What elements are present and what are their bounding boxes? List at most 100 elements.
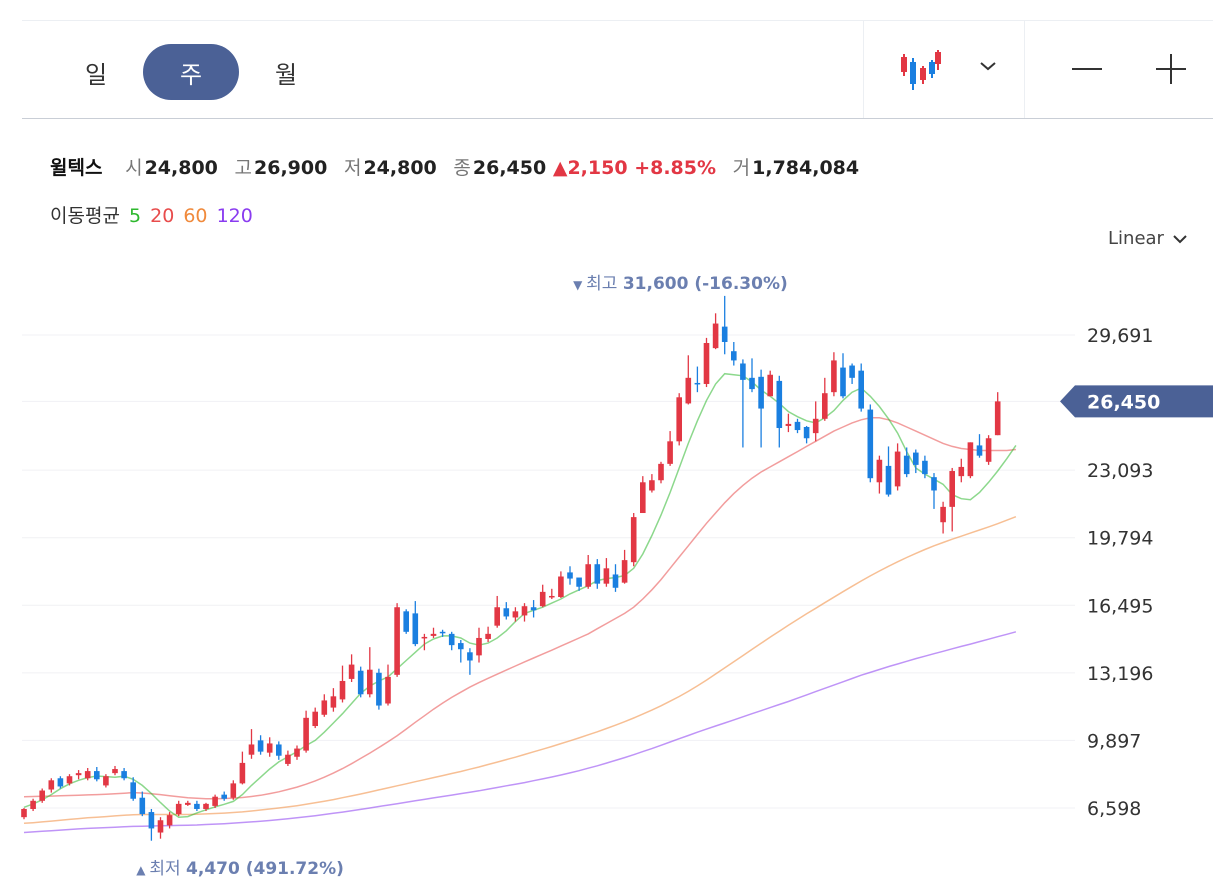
candle-body bbox=[439, 631, 446, 634]
plus-icon[interactable] bbox=[1154, 52, 1188, 86]
y-tick-label: 13,196 bbox=[1087, 663, 1153, 685]
candle-body bbox=[585, 564, 591, 587]
candle-body bbox=[276, 744, 282, 756]
candle-body bbox=[266, 743, 273, 753]
candle-body bbox=[576, 577, 582, 587]
candle-body bbox=[403, 611, 409, 632]
change-value: 2,150 bbox=[567, 157, 628, 179]
candle-body bbox=[248, 744, 255, 755]
candle-body bbox=[312, 711, 318, 727]
toolbar-divider bbox=[1024, 21, 1025, 118]
candlestick-icon[interactable] bbox=[896, 48, 942, 94]
candle-body bbox=[858, 370, 864, 409]
candle-body bbox=[448, 633, 455, 646]
candle-body bbox=[194, 803, 200, 809]
candle-body bbox=[348, 664, 355, 679]
candle-body bbox=[694, 382, 701, 385]
high-value: 26,900 bbox=[254, 157, 328, 179]
candle-body bbox=[503, 608, 510, 617]
y-tick-label: 6,598 bbox=[1087, 798, 1141, 820]
candle-body bbox=[621, 560, 628, 583]
ma120-line bbox=[23, 631, 1017, 834]
candle-body bbox=[658, 463, 664, 481]
candle-body bbox=[157, 820, 164, 833]
candle-body bbox=[94, 771, 100, 780]
last-price-tag bbox=[1060, 385, 1213, 418]
ma-60[interactable]: 60 bbox=[183, 205, 208, 227]
low-value: 24,800 bbox=[363, 157, 437, 179]
candle-body bbox=[558, 576, 564, 597]
ma-20[interactable]: 20 bbox=[150, 205, 175, 227]
candle-body bbox=[749, 377, 755, 390]
candle-body bbox=[731, 351, 737, 361]
candle-body bbox=[21, 808, 27, 818]
candle-body bbox=[940, 506, 946, 523]
toolbar-divider bbox=[863, 21, 864, 118]
candle-body bbox=[812, 418, 819, 434]
y-tick-label: 29,691 bbox=[1087, 325, 1153, 347]
candle-body bbox=[894, 451, 901, 487]
candle-body bbox=[30, 800, 36, 809]
candle-body bbox=[103, 776, 109, 786]
candle-body bbox=[476, 637, 482, 656]
candle-body bbox=[685, 377, 692, 404]
candle-body bbox=[412, 613, 419, 645]
candle-body bbox=[958, 466, 965, 477]
candle-body bbox=[539, 591, 546, 607]
candle-body bbox=[521, 606, 528, 616]
ma-label: 이동평균 bbox=[50, 205, 120, 227]
candle-body bbox=[649, 480, 655, 491]
candle-body bbox=[485, 633, 491, 639]
chevron-down-icon[interactable] bbox=[976, 54, 1000, 78]
candle-body bbox=[931, 477, 937, 491]
minus-icon[interactable] bbox=[1070, 52, 1104, 86]
candle-body bbox=[913, 452, 919, 465]
candle-body bbox=[185, 802, 191, 805]
candle-body bbox=[221, 794, 227, 799]
candle-body bbox=[139, 797, 146, 815]
close-label: 종 bbox=[453, 157, 471, 179]
change-percent: +8.85% bbox=[634, 157, 717, 179]
high-label: 고 bbox=[234, 157, 252, 179]
candle-body bbox=[630, 517, 637, 563]
candle-body bbox=[903, 455, 910, 475]
candle-body bbox=[703, 343, 710, 384]
candle-body bbox=[458, 643, 464, 650]
moving-average-legend: 이동평균 5 20 60 120 bbox=[50, 201, 253, 228]
candle-body bbox=[84, 771, 91, 779]
scale-select[interactable]: Linear bbox=[1108, 228, 1188, 249]
tab-day[interactable]: 일 bbox=[84, 60, 108, 89]
candle-body bbox=[112, 769, 118, 774]
candle-body bbox=[776, 380, 783, 429]
ma-120[interactable]: 120 bbox=[216, 205, 253, 227]
candle-body bbox=[822, 393, 828, 419]
last-price-label: 26,450 bbox=[1087, 391, 1160, 413]
candle-body bbox=[212, 796, 218, 806]
y-tick-label: 16,495 bbox=[1087, 595, 1153, 617]
candle-body bbox=[885, 465, 892, 495]
tab-week[interactable]: 주 bbox=[143, 44, 239, 100]
candle-body bbox=[66, 776, 73, 784]
ma60-line bbox=[23, 516, 1017, 825]
candle-body bbox=[740, 363, 746, 380]
high-annotation: ▼ 최고 31,600 (-16.30%) bbox=[573, 274, 788, 294]
candle-body bbox=[949, 471, 955, 507]
candle-body bbox=[321, 700, 328, 715]
candle-body bbox=[75, 773, 82, 776]
tab-month[interactable]: 월 bbox=[274, 60, 298, 89]
candle-body bbox=[376, 672, 382, 706]
candle-body bbox=[667, 441, 673, 464]
low-annotation: ▲ 최저 4,470 (491.72%) bbox=[136, 859, 344, 879]
candle-body bbox=[166, 815, 173, 826]
chart-toolbar bbox=[22, 20, 1213, 119]
candle-body bbox=[367, 669, 373, 695]
ma-5[interactable]: 5 bbox=[128, 205, 142, 227]
candle-body bbox=[148, 812, 155, 829]
y-tick-label: 9,897 bbox=[1087, 730, 1141, 752]
candle-body bbox=[39, 790, 45, 801]
candle-body bbox=[922, 460, 928, 475]
candle-body bbox=[767, 374, 773, 397]
low-label: 저 bbox=[343, 157, 362, 179]
candle-body bbox=[175, 803, 182, 815]
